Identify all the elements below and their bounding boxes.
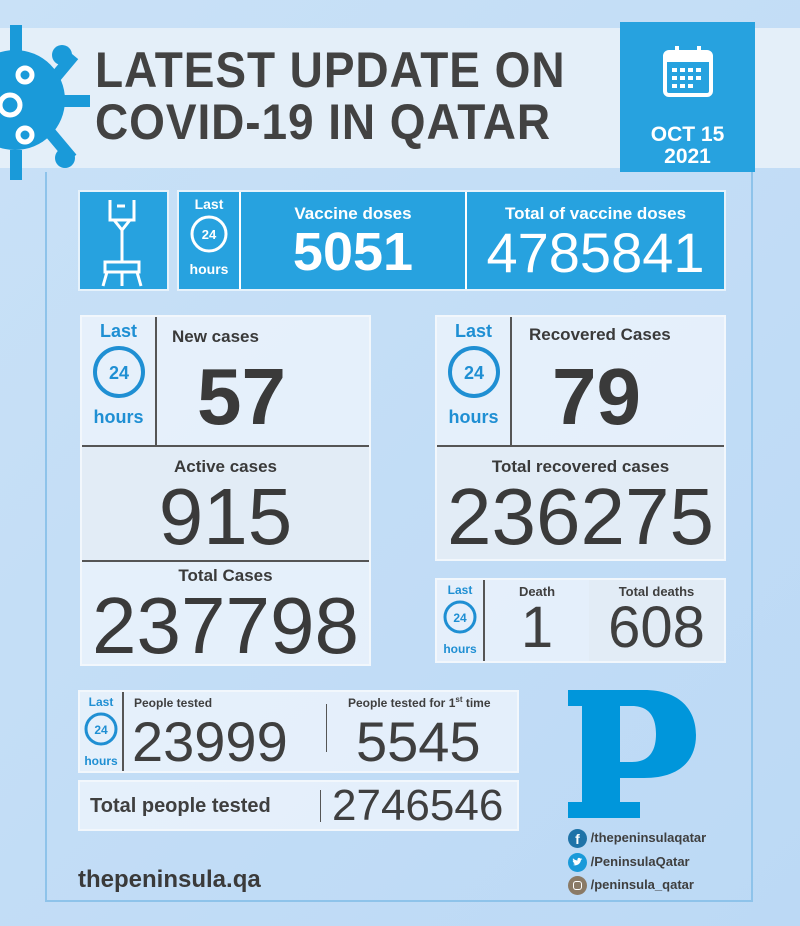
content-frame xyxy=(45,172,753,902)
active-cases-label: Active cases xyxy=(173,457,278,476)
total-cases-value: 237798 xyxy=(92,581,359,670)
tests-panel: Last 24 hours People tested 23999 People… xyxy=(78,690,519,773)
divider xyxy=(326,704,327,752)
instagram-icon xyxy=(568,876,587,896)
peninsula-logo xyxy=(568,690,696,818)
clock-24-icon: 24 xyxy=(443,600,477,634)
vaccine-daily-value: 5051 xyxy=(292,222,414,282)
total-deaths-value: 608 xyxy=(608,595,705,660)
recovered-value: 79 xyxy=(552,352,641,441)
cases-panel: Last 24 hours New cases 57 Active cases … xyxy=(80,315,371,666)
last-24h-badge: Last 24 hours xyxy=(179,192,241,289)
instagram-link[interactable]: /peninsula_qatar xyxy=(568,873,706,897)
total-tested-label: Total people tested xyxy=(90,795,271,817)
syringe-icon xyxy=(101,200,143,287)
svg-text:24: 24 xyxy=(108,363,128,383)
last-24h-badge: Last 24 hours xyxy=(82,317,157,445)
last-label: Last xyxy=(88,695,114,709)
calendar-icon xyxy=(662,46,713,97)
total-deaths-label: Total deaths xyxy=(618,584,695,599)
svg-text:24: 24 xyxy=(453,611,467,625)
facebook-icon: f xyxy=(568,829,587,849)
last-label: Last xyxy=(99,321,137,341)
new-cases-label: New cases xyxy=(172,327,259,346)
title-line-2: COVID-19 IN QATAR xyxy=(95,94,552,150)
date-year: 2021 xyxy=(664,145,711,168)
divider xyxy=(320,790,321,822)
hours-label: hours xyxy=(448,407,499,427)
last-24h-badge: Last 24 hours xyxy=(437,580,485,661)
date-box: OCT 15 2021 xyxy=(620,22,755,172)
first-time-value: 5545 xyxy=(356,710,481,773)
vaccine-box: Last 24 hours Vaccine doses 5051 Total o… xyxy=(177,190,726,291)
clock-24-icon: 24 xyxy=(84,712,118,746)
hours-label: hours xyxy=(93,407,144,427)
last-label: Last xyxy=(447,583,473,597)
vaccine-daily-label: Vaccine doses xyxy=(294,204,412,223)
active-cases-value: 915 xyxy=(158,472,293,561)
death-label: Death xyxy=(518,584,556,599)
last-label: Last xyxy=(194,196,224,212)
new-cases-value: 57 xyxy=(197,352,286,441)
vaccine-icon-box xyxy=(78,190,169,291)
total-recovered-value: 236275 xyxy=(447,472,714,561)
recovered-panel: Last 24 hours Recovered Cases 79 Total r… xyxy=(435,315,726,561)
clock-24-icon: 24 xyxy=(190,215,228,253)
last-24h-badge: Last 24 hours xyxy=(80,692,124,771)
website-link[interactable]: thepeninsula.qa xyxy=(78,866,261,893)
svg-text:24: 24 xyxy=(463,363,483,383)
twitter-icon xyxy=(568,852,587,872)
total-tested-panel: Total people tested 2746546 xyxy=(78,780,519,831)
vaccine-total-label: Total of vaccine doses xyxy=(504,204,687,223)
first-time-label: People tested for 1st time xyxy=(348,695,491,711)
last-24h-badge: Last 24 hours xyxy=(437,317,512,445)
people-tested-label: People tested xyxy=(134,696,213,710)
date-day: OCT 15 xyxy=(650,123,725,146)
hours-label: hours xyxy=(443,642,477,656)
hours-label: hours xyxy=(84,754,118,768)
social-links: f /thepeninsulaqatar /PeninsulaQatar /pe… xyxy=(568,826,706,897)
death-value: 1 xyxy=(520,595,554,660)
total-recovered-label: Total recovered cases xyxy=(491,457,670,476)
clock-24-icon: 24 xyxy=(92,346,145,398)
hours-label: hours xyxy=(189,261,229,277)
page-title: LATEST UPDATE ON COVID-19 IN QATAR xyxy=(95,44,565,148)
total-tested-value: 2746546 xyxy=(332,781,504,830)
svg-text:24: 24 xyxy=(202,227,217,242)
title-line-1: LATEST UPDATE ON xyxy=(95,42,566,98)
recovered-label: Recovered Cases xyxy=(529,325,671,344)
virus-icon xyxy=(0,25,90,180)
svg-text:24: 24 xyxy=(94,723,108,737)
vaccine-total-value: 4785841 xyxy=(486,221,705,284)
last-label: Last xyxy=(454,321,492,341)
deaths-panel: Last 24 hours Death 1 Total deaths 608 xyxy=(435,578,726,663)
facebook-link[interactable]: f /thepeninsulaqatar xyxy=(568,826,706,850)
total-cases-label: Total Cases xyxy=(178,566,273,585)
twitter-link[interactable]: /PeninsulaQatar xyxy=(568,850,706,874)
clock-24-icon: 24 xyxy=(447,346,500,398)
people-tested-value: 23999 xyxy=(132,710,288,773)
